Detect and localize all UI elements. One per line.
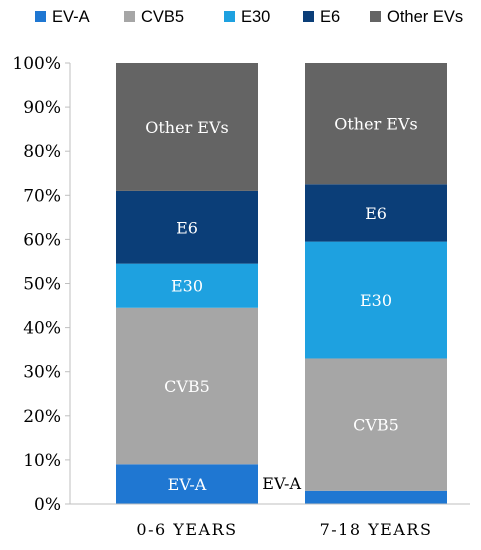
legend-swatch-ev-a bbox=[35, 11, 46, 22]
bar-segment-ev-a-7-18-years bbox=[305, 490, 447, 504]
bar-segment-cvb5-0-6-years bbox=[116, 307, 258, 465]
y-tick-label: 10% bbox=[23, 451, 61, 471]
legend-swatch-e30 bbox=[224, 11, 235, 22]
y-tick-label: 80% bbox=[23, 142, 61, 162]
x-category-label-7-18-years: 7-18 YEARS bbox=[320, 520, 433, 539]
data-label-ev-a-7-18-years: EV-A bbox=[262, 474, 301, 493]
y-tick-label: 90% bbox=[23, 98, 61, 118]
bar-segment-e6-0-6-years bbox=[116, 190, 258, 264]
y-tick-label: 50% bbox=[23, 275, 61, 295]
bars: EV-A CVB5 E30 E6 Other EVs EV-A CVB5 E30 E6 Other… bbox=[116, 63, 447, 504]
bar-segment-e6-7-18-years bbox=[305, 184, 447, 242]
data-label-e30-7-18-years: E30 bbox=[360, 291, 392, 310]
bar-segment-other-evs-7-18-years bbox=[305, 63, 447, 185]
data-label-other-evs-7-18-years: Other EVs bbox=[334, 115, 418, 134]
legend: EV-A CVB5 E30 E6 Other EVs bbox=[35, 8, 463, 26]
y-tick-label: 20% bbox=[23, 407, 61, 427]
bar-segment-e30-0-6-years bbox=[116, 263, 258, 308]
legend-swatch-cvb5 bbox=[124, 11, 135, 22]
y-tick-label: 100% bbox=[12, 54, 61, 74]
legend-label-e30: E30 bbox=[241, 8, 270, 26]
x-axis: 0-6 YEARS 7-18 YEARS bbox=[70, 503, 470, 539]
data-label-ev-a-0-6-years: EV-A bbox=[168, 475, 207, 494]
legend-label-e6: E6 bbox=[320, 8, 340, 26]
legend-label-cvb5: CVB5 bbox=[141, 8, 184, 26]
y-tick-label: 0% bbox=[34, 495, 61, 515]
data-label-cvb5-7-18-years: CVB5 bbox=[353, 416, 399, 435]
legend-label-other-evs: Other EVs bbox=[387, 8, 463, 26]
y-tick-label: 70% bbox=[23, 186, 61, 206]
data-label-cvb5-0-6-years: CVB5 bbox=[164, 377, 210, 396]
y-tick-label: 40% bbox=[23, 319, 61, 339]
data-label-other-evs-0-6-years: Other EVs bbox=[145, 118, 229, 137]
legend-label-ev-a: EV-A bbox=[52, 8, 90, 26]
bar-segment-e30-7-18-years bbox=[305, 241, 447, 359]
legend-swatch-other-evs bbox=[370, 11, 381, 22]
x-category-label-0-6-years: 0-6 YEARS bbox=[136, 520, 237, 539]
data-label-e6-0-6-years: E6 bbox=[176, 218, 198, 237]
bar-segment-cvb5-7-18-years bbox=[305, 358, 447, 491]
y-tick-label: 30% bbox=[23, 363, 61, 383]
y-tick-label: 60% bbox=[23, 230, 61, 250]
bar-segment-ev-a-0-6-years bbox=[116, 464, 258, 504]
y-axis: 0% 10% 20% 30% 40% 50% 60% 70% 80% 90% 100% bbox=[12, 54, 71, 515]
data-label-e30-0-6-years: E30 bbox=[171, 277, 203, 296]
legend-swatch-e6 bbox=[303, 11, 314, 22]
data-label-e6-7-18-years: E6 bbox=[365, 204, 387, 223]
bar-segment-other-evs-0-6-years bbox=[116, 63, 258, 191]
